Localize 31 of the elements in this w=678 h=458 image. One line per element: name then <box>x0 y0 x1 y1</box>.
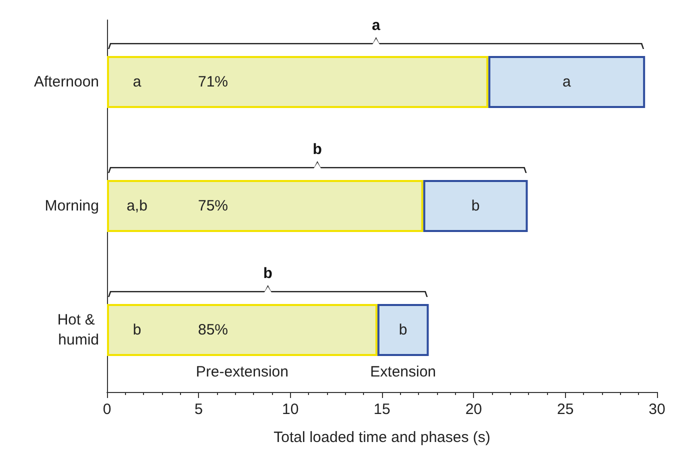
bar <box>107 180 424 232</box>
annotation: b <box>262 265 274 283</box>
x-tick-label: 10 <box>282 401 299 418</box>
annotation: b <box>471 198 480 214</box>
annotation: b <box>398 322 408 338</box>
y-tick-label: Morning <box>44 198 99 214</box>
bar <box>488 56 646 108</box>
annotation: b <box>312 141 323 159</box>
x-tick-label: 30 <box>648 401 666 418</box>
bar <box>377 304 429 356</box>
x-tick-label: 25 <box>556 401 574 418</box>
x-tick-label: 5 <box>194 401 203 418</box>
annotation: b <box>132 322 142 338</box>
annotation: a <box>132 74 142 90</box>
annotation: 85% <box>198 322 228 338</box>
annotation: a <box>370 17 382 35</box>
annotation: 71% <box>198 74 228 90</box>
annotation: a <box>562 74 572 90</box>
bar <box>107 304 378 356</box>
x-tick-label: 0 <box>102 401 112 418</box>
x-axis-title: Total loaded time and phases (s) <box>274 429 490 446</box>
annotation: a,b <box>126 198 148 214</box>
x-tick-label: 20 <box>465 401 482 418</box>
series-label: Extension <box>370 364 436 380</box>
bar <box>423 180 528 232</box>
x-tick-label: 15 <box>374 401 390 418</box>
y-tick-label: Afternoon <box>34 74 99 90</box>
bar <box>107 56 488 108</box>
series-label: Pre-extension <box>196 364 288 380</box>
annotation: 75% <box>198 198 228 214</box>
y-tick-label: Hot & humid <box>57 312 99 348</box>
